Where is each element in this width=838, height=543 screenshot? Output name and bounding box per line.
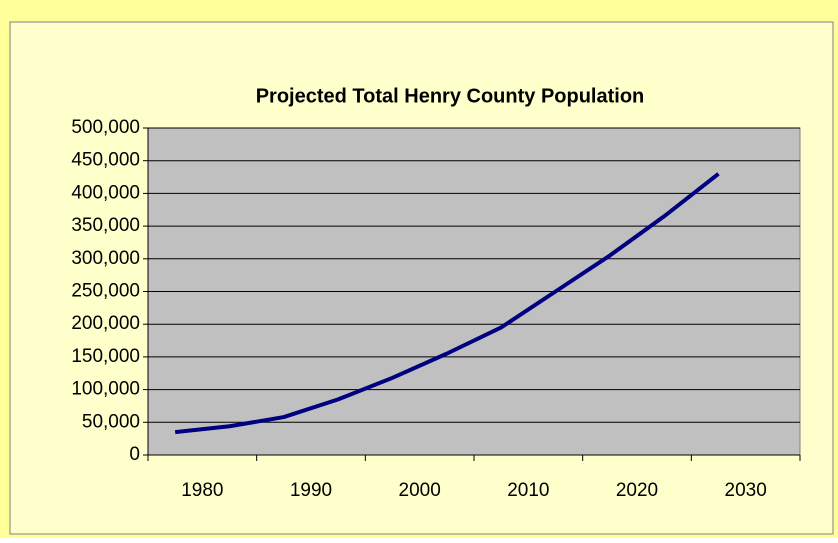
y-tick-label: 200,000 [71,313,140,334]
y-tick-label: 50,000 [82,411,140,432]
x-tick-label: 2000 [399,480,441,501]
x-tick-label: 2010 [507,480,549,501]
x-tick-label: 1990 [290,480,332,501]
y-tick-label: 150,000 [71,346,140,367]
x-tick-label: 2020 [616,480,658,501]
y-tick-label: 400,000 [71,182,140,203]
x-tick-label: 2030 [725,480,767,501]
y-tick-label: 450,000 [71,150,140,171]
line-series [174,172,720,435]
chart-title: Projected Total Henry County Population [256,85,645,107]
x-tick-label: 1980 [181,480,223,501]
y-tick-label: 0 [129,444,140,465]
y-tick-label: 250,000 [71,281,140,302]
y-tick-label: 500,000 [71,117,140,138]
y-tick-label: 100,000 [71,379,140,400]
y-tick-label: 300,000 [71,248,140,269]
y-tick-label: 350,000 [71,215,140,236]
